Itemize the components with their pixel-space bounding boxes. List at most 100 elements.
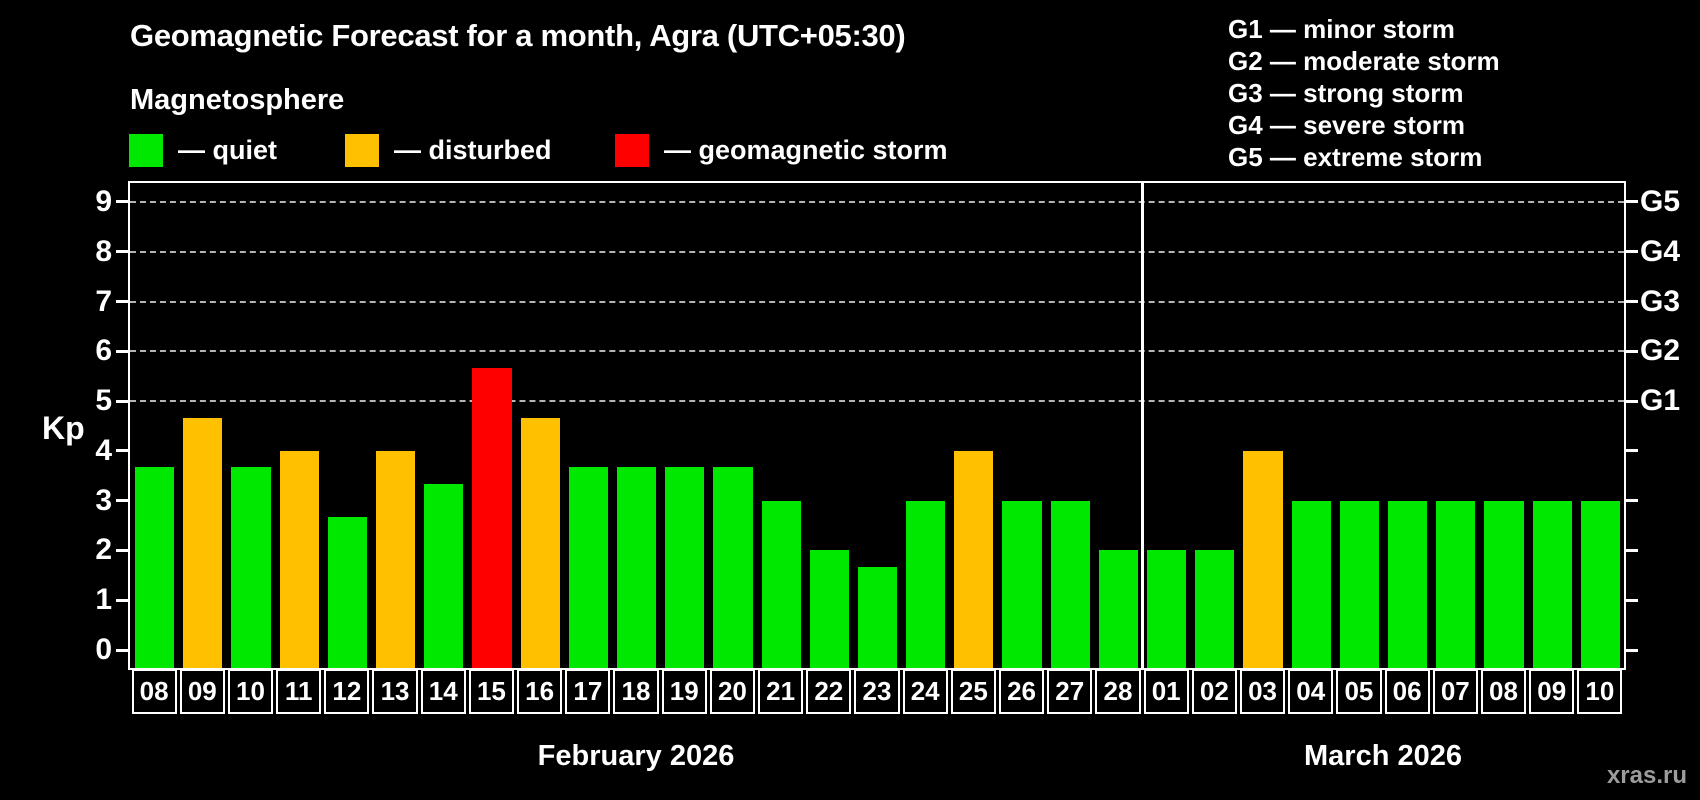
- g-scale-label-g2: G2: [1640, 334, 1681, 368]
- g-scale-label-g3: G3: [1640, 284, 1681, 318]
- left-tick-kp-3: [116, 499, 128, 503]
- date-cell-08: 08: [1480, 669, 1527, 714]
- date-cell-19: 19: [661, 669, 707, 714]
- gridline-kp-8: [130, 250, 1624, 253]
- date-cell-27: 27: [1047, 669, 1093, 714]
- date-cell-17: 17: [565, 669, 611, 714]
- page-title: Geomagnetic Forecast for a month, Agra (…: [130, 18, 906, 53]
- date-cell-10: 10: [227, 669, 274, 714]
- kp-tick-label-3: 3: [95, 483, 112, 517]
- date-cell-03: 03: [1239, 669, 1286, 714]
- kp-bar-13: [375, 450, 416, 668]
- left-tick-kp-2: [116, 548, 128, 552]
- kp-bar-10: [231, 467, 271, 668]
- date-cell-21: 21: [758, 669, 804, 714]
- date-cell-07: 07: [1432, 669, 1478, 714]
- right-tick-kp-3: [1626, 499, 1638, 503]
- g-scale-label-g4: G4: [1640, 234, 1681, 268]
- kp-bar-04: [1291, 500, 1331, 668]
- right-tick-kp-9: [1626, 200, 1638, 204]
- kp-bar-15: [472, 367, 512, 668]
- kp-bar-22: [809, 550, 849, 668]
- date-cell-01: 01: [1143, 669, 1189, 714]
- storm-color-swatch: [615, 134, 649, 167]
- date-cell-23: 23: [854, 669, 900, 714]
- month-separator-line: [1140, 183, 1144, 668]
- kp-bar-18: [616, 467, 657, 668]
- kp-tick-label-9: 9: [95, 184, 112, 218]
- kp-bar-09: [183, 417, 223, 668]
- date-cell-15: 15: [468, 669, 515, 714]
- legend-item-storm: — geomagnetic storm: [615, 133, 948, 168]
- left-tick-kp-9: [116, 200, 128, 204]
- date-cell-02: 02: [1191, 669, 1237, 714]
- kp-bar-17: [568, 467, 608, 668]
- kp-bar-10: [1580, 500, 1620, 668]
- kp-bar-08: [1484, 500, 1524, 668]
- left-tick-kp-6: [116, 349, 128, 353]
- storm-scale-g1: G1 — minor storm: [1228, 14, 1455, 44]
- kp-tick-label-1: 1: [95, 583, 112, 617]
- date-cell-09: 09: [179, 669, 225, 714]
- date-cell-28: 28: [1095, 669, 1141, 714]
- kp-bar-14: [424, 484, 464, 668]
- kp-bar-27: [1050, 500, 1090, 668]
- kp-tick-label-6: 6: [95, 334, 112, 368]
- date-cell-14: 14: [420, 669, 466, 714]
- right-tick-kp-1: [1626, 598, 1638, 602]
- legend-item-quiet: — quiet: [129, 133, 277, 168]
- kp-bar-20: [713, 467, 753, 668]
- storm-scale-g3: G3 — strong storm: [1228, 78, 1464, 108]
- right-tick-kp-2: [1626, 548, 1638, 552]
- legend-label-quiet: — quiet: [178, 135, 277, 165]
- date-cell-16: 16: [517, 669, 563, 714]
- kp-bar-25: [954, 450, 994, 668]
- storm-scale-g2: G2 — moderate storm: [1228, 46, 1500, 76]
- storm-scale-g4: G4 — severe storm: [1228, 110, 1466, 140]
- legend-item-disturbed: — disturbed: [345, 133, 552, 168]
- left-tick-kp-8: [116, 250, 128, 254]
- gridline-kp-7: [130, 300, 1624, 303]
- kp-bar-21: [761, 500, 801, 668]
- right-tick-kp-4: [1626, 449, 1638, 453]
- kp-bar-07: [1436, 500, 1476, 668]
- gridline-kp-6: [130, 350, 1624, 353]
- date-cell-20: 20: [709, 669, 755, 714]
- right-tick-kp-6: [1626, 349, 1638, 353]
- kp-bar-28: [1098, 550, 1139, 668]
- kp-tick-label-0: 0: [95, 633, 112, 666]
- kp-bar-24: [906, 500, 946, 668]
- date-axis-row: 08 09 10 11 12 13 14 15 16 17 18 19 20 21 22 23 24 25 26 27…: [130, 668, 1624, 715]
- date-cell-25: 25: [950, 669, 996, 714]
- storm-scale-legend: G1 — minor storm G2 — moderate storm G3 …: [1228, 13, 1500, 173]
- kp-bar-03: [1243, 450, 1283, 668]
- kp-bar-19: [665, 467, 705, 668]
- date-cell-11: 11: [276, 669, 322, 714]
- left-tick-kp-4: [116, 449, 128, 453]
- left-tick-kp-1: [116, 598, 128, 602]
- kp-bar-16: [520, 417, 560, 668]
- right-tick-kp-5: [1626, 399, 1638, 403]
- date-cell-04: 04: [1288, 669, 1334, 714]
- left-tick-kp-5: [116, 399, 128, 403]
- kp-bar-06: [1388, 500, 1428, 668]
- date-cell-05: 05: [1336, 669, 1382, 714]
- g-scale-label-g1: G1: [1640, 384, 1681, 418]
- kp-bar-02: [1195, 550, 1235, 668]
- kp-bar-01: [1147, 550, 1187, 668]
- date-cell-09: 09: [1529, 669, 1575, 714]
- watermark: xras.ru: [1606, 762, 1687, 789]
- date-cell-08: 08: [131, 669, 177, 714]
- kp-tick-label-5: 5: [95, 384, 112, 418]
- plot-area: 0 1 2 3 4 5 6 7 8 9 G1 G2 G3 G4 G5: [95, 181, 1680, 670]
- disturbed-color-swatch: [345, 134, 379, 167]
- legend-label-disturbed: — disturbed: [394, 135, 552, 165]
- kp-tick-label-8: 8: [95, 234, 112, 268]
- right-tick-kp-7: [1626, 300, 1638, 304]
- kp-bar-23: [857, 566, 898, 668]
- y-axis-label: Kp: [42, 410, 85, 446]
- date-cell-13: 13: [372, 669, 418, 714]
- right-tick-kp-0: [1626, 648, 1638, 652]
- kp-bar-26: [1002, 500, 1042, 668]
